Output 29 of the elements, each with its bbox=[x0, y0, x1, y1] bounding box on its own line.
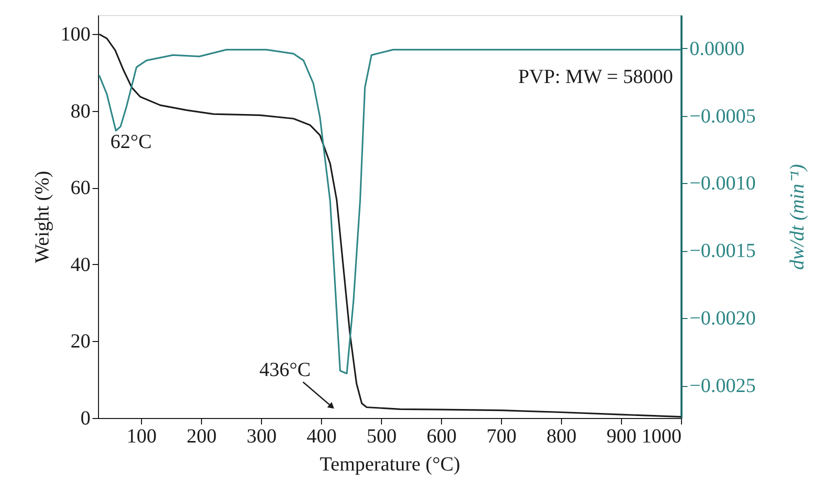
y2-axis-title: dw/dt (min⁻¹) bbox=[786, 164, 808, 270]
x-axis-title: Temperature (°C) bbox=[320, 454, 460, 476]
x-tick-label: 800 bbox=[546, 426, 577, 448]
y2-tick-label: −0.0015 bbox=[690, 240, 756, 262]
y-tick-label: 80 bbox=[70, 100, 90, 122]
y-tick-label: 20 bbox=[70, 330, 90, 353]
annotation: PVP: MW = 58000 bbox=[518, 66, 673, 88]
x-tick-label: 200 bbox=[186, 426, 217, 448]
y-axis-title: Weight (%) bbox=[32, 170, 54, 264]
line-series bbox=[98, 48, 682, 374]
y2-tick-label: −0.0010 bbox=[690, 172, 756, 195]
y-tick-label: 100 bbox=[60, 24, 90, 46]
x-tick-label: 300 bbox=[246, 426, 277, 448]
x-tick-label: 1000 bbox=[642, 426, 682, 448]
x-tick-label: 100 bbox=[126, 426, 157, 448]
y-tick-label: 0 bbox=[80, 408, 90, 430]
annotation: 62°C bbox=[110, 131, 152, 154]
y2-tick-label: −0.0020 bbox=[690, 308, 756, 330]
x-tick-label: 600 bbox=[426, 426, 457, 448]
x-tick-label: 500 bbox=[366, 426, 397, 448]
x-tick-label: 700 bbox=[486, 426, 517, 448]
y2-tick-label: −0.0005 bbox=[690, 105, 756, 128]
annotation: 436°C bbox=[259, 359, 311, 381]
y-tick-label: 60 bbox=[70, 177, 90, 200]
y2-tick-label: 0.0000 bbox=[690, 38, 744, 60]
y2-tick-label: −0.0025 bbox=[690, 375, 756, 398]
y-tick-label: 40 bbox=[70, 254, 90, 276]
x-tick-label: 400 bbox=[306, 426, 337, 448]
x-tick-label: 900 bbox=[606, 426, 637, 448]
